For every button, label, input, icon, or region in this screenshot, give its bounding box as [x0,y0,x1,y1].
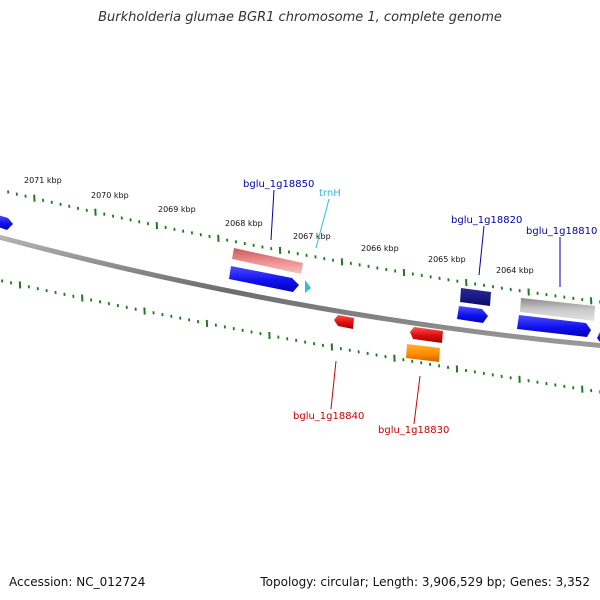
gene-label-trnH[interactable]: trnH [319,188,341,199]
gene-feature-bglu_1g18830-red[interactable] [410,327,443,343]
kbp-label-2065: 2065 kbp [428,255,466,264]
gene-feature-trnH[interactable] [305,280,311,293]
chromosome-backbone [0,234,600,349]
kbp-label-2068: 2068 kbp [225,219,263,228]
callout-line-bglu_1g18840 [330,360,337,410]
callout-line-bglu_1g18850 [270,189,275,241]
gene-label-bglu_1g18830[interactable]: bglu_1g18830 [378,425,449,436]
gene-feature-bglu_1g18830-orange[interactable] [406,344,440,362]
gene-label-bglu_1g18850[interactable]: bglu_1g18850 [243,179,314,190]
kbp-label-2066: 2066 kbp [361,244,399,253]
gene-label-bglu_1g18820[interactable]: bglu_1g18820 [451,215,522,226]
gene-label-bglu_1g18840[interactable]: bglu_1g18840 [293,411,364,422]
gene-feature-bglu_1g18820-navy[interactable] [460,288,491,306]
gene-feature-bglu_1g18840[interactable] [334,315,354,329]
gene-feature-bglu_1g18850-pink[interactable] [232,248,303,274]
gene-feature-bglu_1g18810-blue[interactable] [517,315,591,337]
gene-feature-right-edge[interactable] [597,332,600,342]
kbp-label-2070: 2070 kbp [91,191,129,200]
accession-text: Accession: NC_012724 [9,575,145,589]
callout-line-trnH [315,198,330,249]
gene-feature-bglu_1g18820-blue[interactable] [457,306,488,323]
map-title: Burkholderia glumae BGR1 chromosome 1, c… [98,10,502,25]
gene-feature-left-edge[interactable] [0,215,13,230]
kbp-label-2069: 2069 kbp [158,205,196,214]
accession-value: NC_012724 [76,575,146,589]
gene-feature-bglu_1g18810-grey[interactable] [520,298,595,321]
callout-line-bglu_1g18820 [478,225,485,276]
scale-ticks-lower [1,279,600,394]
genome-summary: Topology: circular; Length: 3,906,529 bp… [260,575,590,589]
kbp-label-2071: 2071 kbp [24,176,62,185]
kbp-label-2067: 2067 kbp [293,232,331,241]
scale-ticks-upper [7,190,600,305]
gene-label-bglu_1g18810[interactable]: bglu_1g18810 [526,226,597,237]
accession-label: Accession: [9,575,73,589]
callout-line-bglu_1g18830 [413,375,421,425]
kbp-label-2064: 2064 kbp [496,266,534,275]
gene-feature-bglu_1g18850-blue[interactable] [229,266,299,292]
